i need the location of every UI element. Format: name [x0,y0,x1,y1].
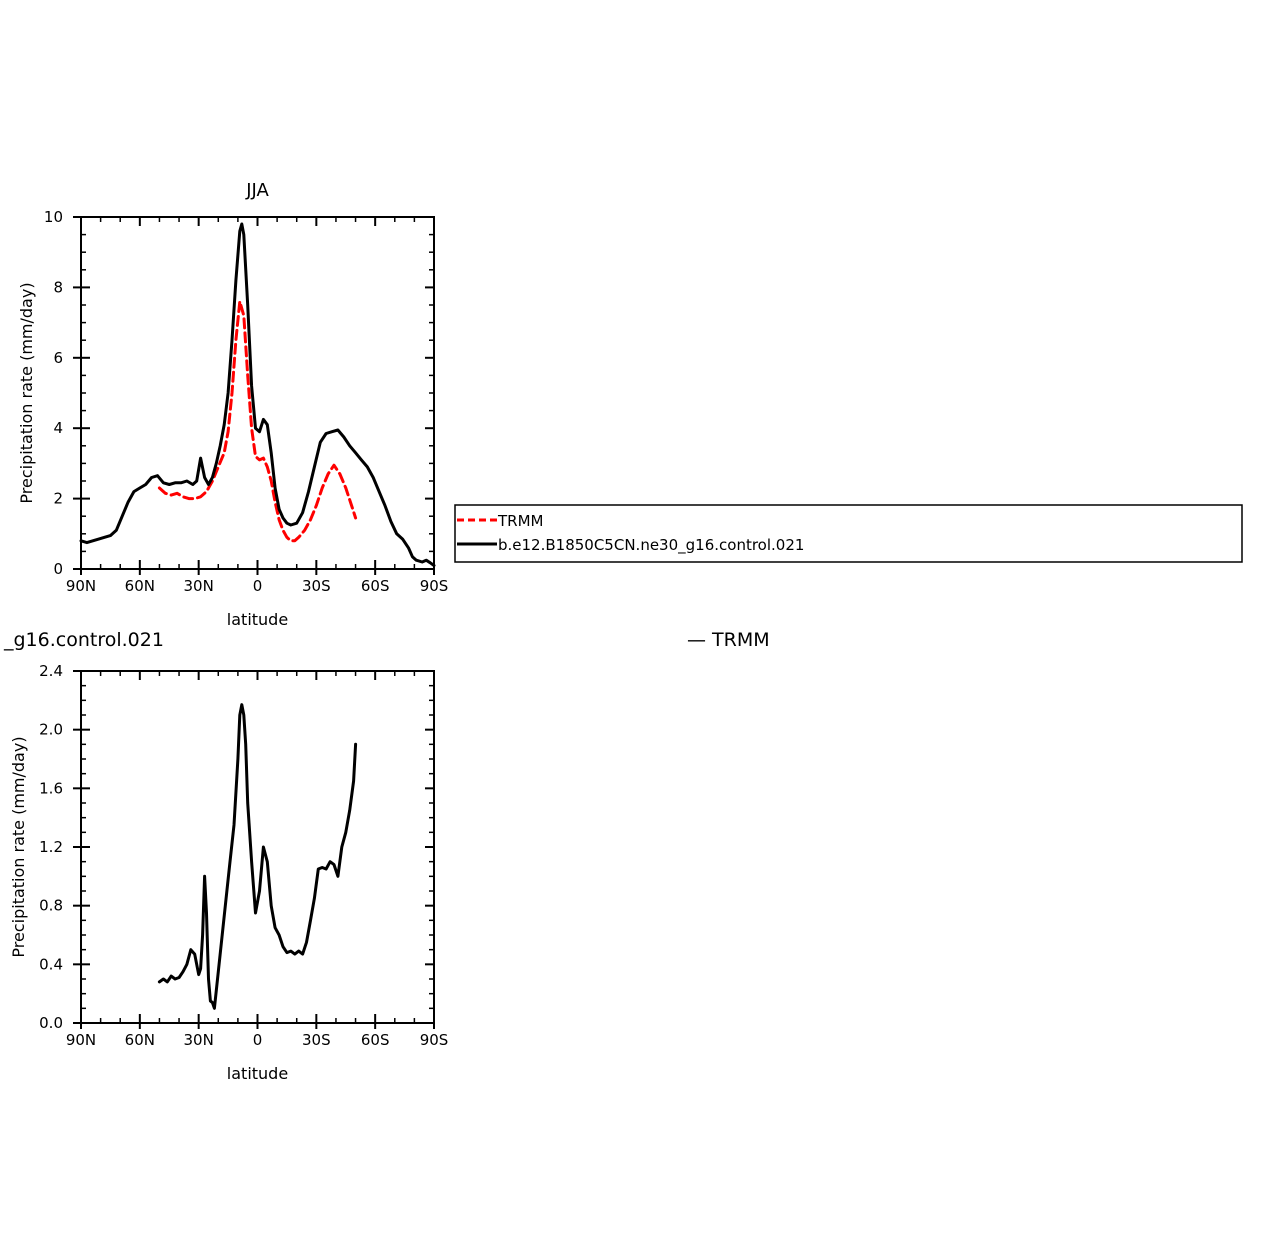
x-tick-label: 60N [125,577,155,595]
series-line-trmm [157,300,358,543]
y-tick-label: 0.0 [39,1014,63,1032]
y-tick-label: 0.4 [39,955,63,973]
x-tick-label: 90S [420,577,449,595]
plot-frame [80,670,435,1024]
chart-bias: _g16.control.021 — TRMM 90N 60N 30N 0 30S 60S… [3,629,770,1083]
y-axis-label: Precipitation rate (mm/day) [9,736,28,957]
chart-subtitle: — TRMM [687,629,770,651]
x-axis-label: latitude [227,1064,288,1083]
y-tick-label: 0.8 [39,897,63,915]
y-tick-label: 1.6 [39,779,63,797]
chart-series-group [79,222,436,567]
x-tick-label: 0 [253,1031,263,1049]
x-tick-label: 0 [253,577,263,595]
y-tick-label: 2.4 [39,662,63,680]
x-tick-label: 60S [361,577,390,595]
legend-label-trmm: TRMM [497,512,543,530]
y-tick-label: 8 [53,278,63,296]
x-tick-label: 30S [302,1031,331,1049]
chart-title: _g16.control.021 [3,629,164,651]
series-line-b-e12-b1850c5cn-ne30-g16-control-021 [79,222,436,567]
y-axis-label: Precipitation rate (mm/day) [17,282,36,503]
y-tick-label: 0 [53,560,63,578]
series-line-0 [157,703,358,1010]
chart-ticks: 90N 60N 30N 0 30S 60S 90S 0 2 4 6 8 10 [44,208,448,595]
y-tick-label: 1.2 [39,838,63,856]
y-tick-label: 6 [53,349,63,367]
x-tick-label: 90S [420,1031,449,1049]
legend-label-control: b.e12.B1850C5CN.ne30_g16.control.021 [498,536,804,555]
chart-series-group [157,703,358,1010]
y-tick-label: 4 [53,419,63,437]
y-tick-label: 10 [44,208,63,226]
x-tick-label: 60N [125,1031,155,1049]
x-tick-label: 30N [184,577,214,595]
chart-title: JJA [245,180,269,201]
plot-frame [80,216,435,570]
legend-frame [454,504,1243,563]
x-tick-label: 30S [302,577,331,595]
y-tick-label: 2 [53,490,63,508]
chart-ticks: 90N 60N 30N 0 30S 60S 90S 0.0 0.4 0.8 1.2 1.6 2.0 2.4 [39,662,448,1049]
x-tick-label: 60S [361,1031,390,1049]
y-tick-label: 2.0 [39,721,63,739]
x-tick-label: 90N [66,577,96,595]
x-tick-label: 30N [184,1031,214,1049]
legend: TRMM b.e12.B1850C5CN.ne30_g16.control.02… [454,504,1243,563]
x-axis-label: latitude [227,610,288,629]
x-tick-label: 90N [66,1031,96,1049]
